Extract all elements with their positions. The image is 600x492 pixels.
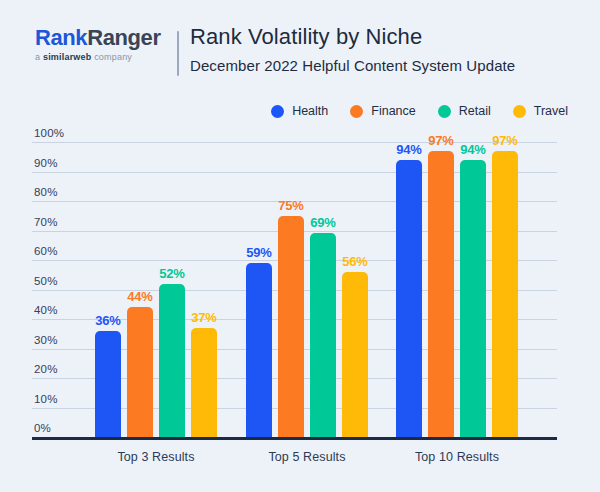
y-tick-label: 100% bbox=[34, 127, 64, 139]
y-tick-label: 20% bbox=[34, 363, 58, 375]
legend-dot bbox=[271, 105, 284, 118]
bar-finance-3 bbox=[428, 151, 454, 437]
chart-plot-area: 0%10%20%30%40%50%60%70%80%90%100%36%44%5… bbox=[32, 142, 557, 440]
logo-tagline: a similarweb company bbox=[35, 52, 161, 62]
y-tick-label: 80% bbox=[34, 186, 58, 198]
logo-ranger-text: Ranger bbox=[87, 25, 160, 50]
bar-value-label: 69% bbox=[310, 215, 335, 230]
bar-value-label: 94% bbox=[460, 142, 485, 157]
bar-value-label: 97% bbox=[492, 133, 517, 148]
header-titles: Rank Volatility by Niche December 2022 H… bbox=[190, 24, 515, 74]
rankranger-logo: RankRanger a similarweb company bbox=[35, 27, 161, 62]
bar-retail-1 bbox=[159, 284, 185, 437]
y-tick-label: 90% bbox=[34, 157, 58, 169]
legend-item: Retail bbox=[438, 104, 491, 118]
bar-group: 59% 75% 69% 56% bbox=[246, 142, 368, 437]
bar-finance-2 bbox=[278, 216, 304, 437]
bar-finance-1 bbox=[127, 307, 153, 437]
legend-item: Finance bbox=[350, 104, 415, 118]
bar-health-1 bbox=[95, 331, 121, 437]
y-tick-label: 60% bbox=[34, 245, 58, 257]
y-tick-label: 50% bbox=[34, 275, 58, 287]
page-subtitle: December 2022 Helpful Content System Upd… bbox=[190, 57, 515, 74]
infographic-canvas: RankRanger a similarweb company Rank Vol… bbox=[0, 0, 600, 492]
header-divider bbox=[177, 31, 179, 76]
logo-wordmark: RankRanger bbox=[35, 27, 161, 49]
bar-travel-2 bbox=[342, 272, 368, 437]
category-label: Top 10 Results bbox=[387, 450, 527, 464]
tagline-a: a bbox=[35, 52, 40, 62]
bar-travel-3 bbox=[492, 151, 518, 437]
y-tick-label: 40% bbox=[34, 304, 58, 316]
bar-value-label: 36% bbox=[95, 313, 120, 328]
tagline-company: company bbox=[94, 52, 132, 62]
legend-label: Finance bbox=[371, 104, 415, 118]
bar-value-label: 44% bbox=[127, 289, 152, 304]
bar-value-label: 94% bbox=[396, 142, 421, 157]
y-tick-label: 70% bbox=[34, 216, 58, 228]
bar-travel-1 bbox=[191, 328, 217, 437]
y-tick-label: 10% bbox=[34, 393, 58, 405]
y-tick-label: 0% bbox=[34, 422, 51, 434]
bar-value-label: 56% bbox=[342, 254, 367, 269]
logo-rank-text: Rank bbox=[35, 25, 87, 50]
category-label: Top 5 Results bbox=[237, 450, 377, 464]
bar-retail-2 bbox=[310, 233, 336, 437]
tagline-brand: similarweb bbox=[43, 52, 92, 62]
bar-value-label: 59% bbox=[246, 245, 271, 260]
legend-dot bbox=[350, 105, 363, 118]
bar-value-label: 97% bbox=[428, 133, 453, 148]
chart-legend: Health Finance Retail Travel bbox=[271, 104, 568, 118]
category-label: Top 3 Results bbox=[86, 450, 226, 464]
page-title: Rank Volatility by Niche bbox=[190, 24, 515, 50]
y-tick-label: 30% bbox=[34, 334, 58, 346]
bar-retail-3 bbox=[460, 160, 486, 437]
legend-item: Health bbox=[271, 104, 328, 118]
legend-label: Health bbox=[292, 104, 328, 118]
bar-group: 94%97%94%97% bbox=[396, 142, 518, 437]
bar-health-2 bbox=[246, 263, 272, 437]
legend-label: Retail bbox=[459, 104, 491, 118]
legend-dot bbox=[513, 105, 526, 118]
bar-health-3 bbox=[396, 160, 422, 437]
bar-value-label: 75% bbox=[278, 198, 303, 213]
bar-group: 36% 44% 52% 37% bbox=[95, 142, 217, 437]
legend-label: Travel bbox=[534, 104, 568, 118]
bar-value-label: 52% bbox=[159, 266, 184, 281]
legend-dot bbox=[438, 105, 451, 118]
bar-value-label: 37% bbox=[191, 310, 216, 325]
x-axis-labels: Top 3 Results Top 5 Results Top 10 Results bbox=[32, 450, 557, 470]
legend-item: Travel bbox=[513, 104, 568, 118]
